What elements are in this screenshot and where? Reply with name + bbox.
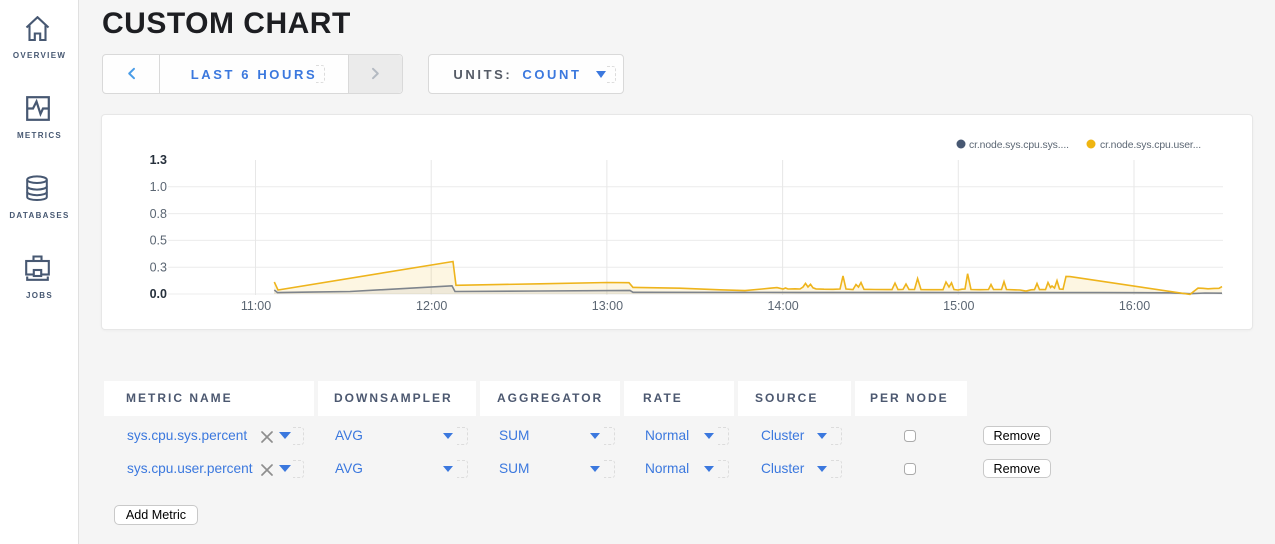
svg-text:15:00: 15:00 xyxy=(943,299,974,313)
svg-text:14:00: 14:00 xyxy=(767,299,798,313)
svg-text:cr.node.sys.cpu.user...: cr.node.sys.cpu.user... xyxy=(1100,140,1201,151)
svg-text:1.0: 1.0 xyxy=(150,180,167,194)
svg-text:16:00: 16:00 xyxy=(1119,299,1150,313)
svg-text:0.8: 0.8 xyxy=(150,207,167,221)
svg-text:1.3: 1.3 xyxy=(150,153,167,167)
svg-text:0.3: 0.3 xyxy=(150,260,167,274)
svg-text:13:00: 13:00 xyxy=(592,299,623,313)
svg-text:0.5: 0.5 xyxy=(150,234,167,248)
svg-text:0.0: 0.0 xyxy=(150,287,167,301)
svg-text:11:00: 11:00 xyxy=(241,299,271,313)
svg-text:cr.node.sys.cpu.sys....: cr.node.sys.cpu.sys.... xyxy=(969,140,1069,151)
svg-text:12:00: 12:00 xyxy=(416,299,447,313)
